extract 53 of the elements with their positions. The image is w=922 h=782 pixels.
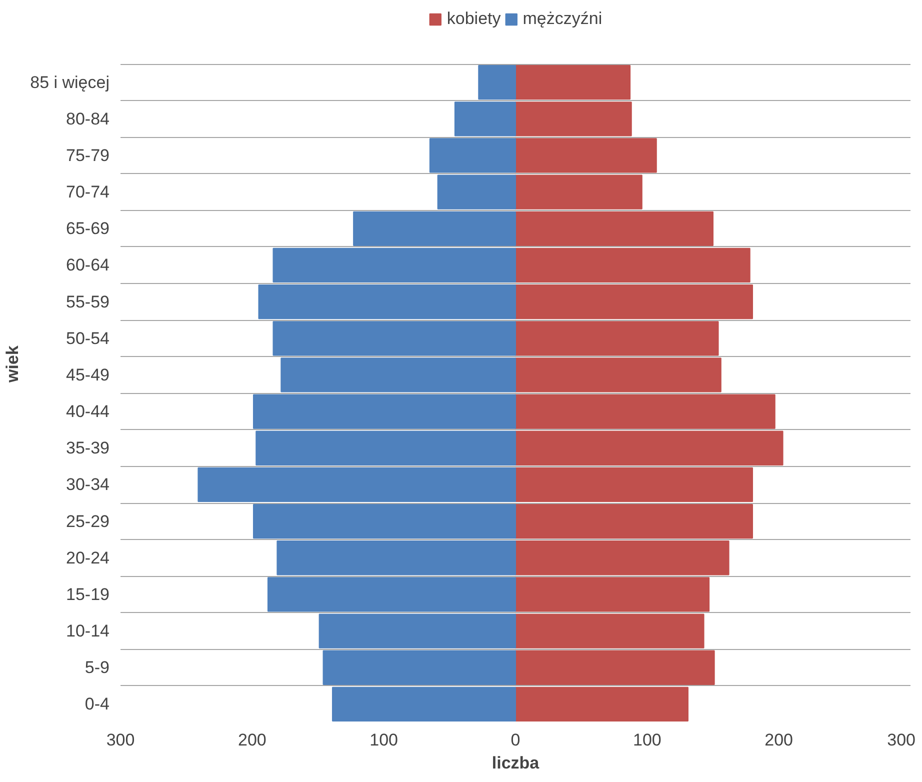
y-tick-label: 20-24 bbox=[66, 548, 110, 568]
bar bbox=[272, 321, 516, 356]
x-tick-label: 0 bbox=[510, 730, 520, 750]
bar bbox=[256, 430, 516, 466]
bar bbox=[353, 211, 516, 246]
bar bbox=[515, 504, 753, 539]
bar bbox=[515, 430, 784, 466]
y-axis-title: wiek bbox=[3, 345, 22, 384]
y-tick-label: 10-14 bbox=[66, 622, 110, 641]
bar bbox=[198, 467, 516, 502]
bar bbox=[332, 686, 516, 722]
y-tick-label: 65-69 bbox=[66, 219, 110, 238]
x-tick-label: 100 bbox=[632, 730, 662, 750]
bar bbox=[276, 540, 516, 576]
y-tick-label: 50-54 bbox=[66, 328, 110, 348]
y-tick-label: 30-34 bbox=[66, 475, 110, 494]
y-tick-label: 0-4 bbox=[84, 694, 110, 714]
bar bbox=[272, 248, 516, 283]
y-tick-label: 70-74 bbox=[66, 182, 110, 202]
legend-label: mężczyźni bbox=[522, 9, 602, 29]
y-tick-label: 60-64 bbox=[66, 256, 110, 275]
bar bbox=[515, 284, 753, 320]
y-tick-label: 55-59 bbox=[66, 292, 110, 312]
bar bbox=[515, 102, 632, 136]
bar bbox=[515, 211, 714, 246]
y-tick-label: 5-9 bbox=[84, 658, 110, 678]
y-tick-label: 80-84 bbox=[66, 109, 110, 128]
bar bbox=[515, 64, 631, 100]
x-tick-label: 300 bbox=[887, 730, 916, 750]
bar bbox=[515, 540, 730, 576]
y-tick-label: 15-19 bbox=[66, 584, 110, 604]
y-tick-label: 85 i więcej bbox=[30, 72, 110, 92]
bar bbox=[515, 248, 750, 283]
bar bbox=[322, 650, 516, 685]
bar bbox=[515, 650, 715, 685]
y-tick-label: 45-49 bbox=[66, 365, 110, 384]
bar bbox=[515, 467, 753, 502]
y-tick-label: 40-44 bbox=[66, 402, 110, 422]
x-axis-title: liczba bbox=[492, 754, 540, 772]
y-tick-label: 75-79 bbox=[66, 146, 110, 165]
bar bbox=[478, 64, 516, 100]
x-tick-label: 200 bbox=[764, 730, 794, 750]
legend-label: kobiety bbox=[446, 9, 501, 29]
bar bbox=[258, 284, 516, 320]
y-tick-label: 25-29 bbox=[66, 512, 110, 531]
bar bbox=[515, 321, 719, 356]
bar bbox=[252, 504, 516, 539]
y-tick-label: 35-39 bbox=[66, 438, 110, 458]
x-tick-label: 200 bbox=[238, 730, 266, 750]
bar bbox=[515, 686, 688, 722]
x-tick-label: 300 bbox=[106, 730, 135, 750]
x-tick-label: 100 bbox=[370, 730, 398, 750]
bar bbox=[454, 102, 516, 136]
